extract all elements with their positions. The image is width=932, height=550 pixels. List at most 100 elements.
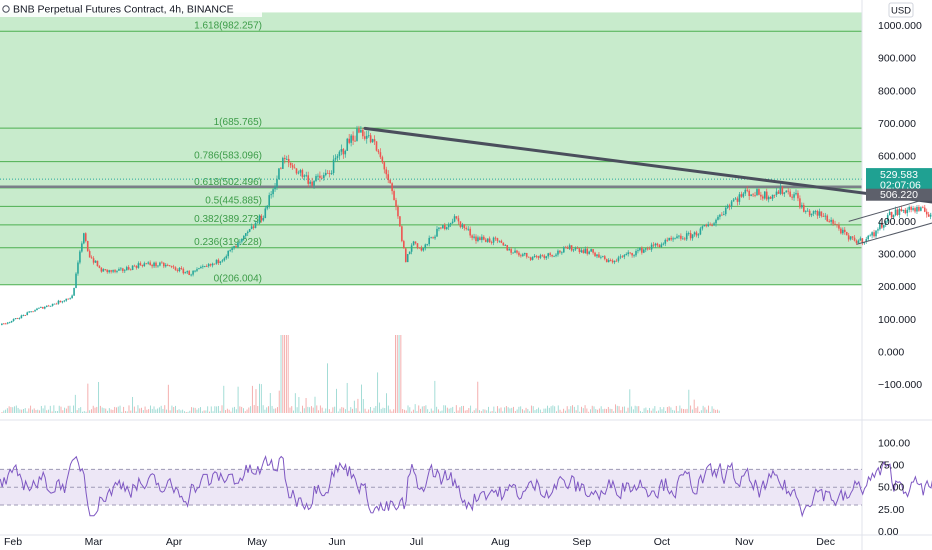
volume-bar	[210, 406, 212, 413]
candle-body	[469, 228, 471, 236]
candle-body	[348, 138, 350, 143]
volume-bar	[302, 405, 303, 413]
fib-level-label: 0.236(319.228)	[194, 237, 262, 248]
candle-body	[842, 229, 844, 234]
volume-bar	[198, 408, 200, 413]
candle-body	[451, 221, 454, 224]
candle-body	[736, 198, 739, 202]
candle-body	[884, 220, 887, 225]
candle-body	[79, 251, 81, 263]
candle-body	[881, 222, 883, 228]
volume-bar	[579, 411, 581, 413]
candle-body	[326, 172, 329, 174]
candle-body	[853, 237, 856, 241]
volume-bar	[572, 405, 574, 413]
candle-body	[73, 287, 75, 296]
candle-body	[57, 300, 60, 304]
candle-body	[385, 169, 388, 175]
volume-series	[1, 335, 720, 413]
volume-bar	[670, 407, 672, 413]
volume-bar	[250, 406, 252, 413]
volume-bar	[518, 406, 520, 413]
candle-body	[697, 234, 700, 236]
fib-level-label: 0.382(389.273)	[194, 214, 262, 225]
volume-bar	[400, 335, 402, 413]
price-axis-tick: −100.000	[878, 379, 922, 391]
candle-body	[43, 306, 46, 309]
candle-body	[241, 238, 243, 242]
volume-bar	[547, 405, 548, 413]
candle-body	[205, 266, 208, 267]
volume-bar	[622, 406, 624, 413]
volume-bar	[414, 404, 416, 413]
volume-bar	[377, 372, 379, 413]
candle-body	[243, 235, 245, 239]
time-axis-tick: Apr	[166, 536, 183, 548]
candle-body	[164, 264, 167, 267]
candle-body	[106, 269, 109, 273]
volume-bar	[693, 399, 695, 413]
volume-bar	[677, 411, 679, 413]
volume-bar	[243, 408, 244, 413]
volume-bar	[479, 410, 481, 413]
candle-body	[424, 244, 427, 249]
candle-body	[350, 135, 352, 143]
candle-body	[851, 236, 854, 238]
volume-bar	[666, 407, 668, 413]
candle-body	[151, 264, 153, 267]
volume-bar	[89, 410, 91, 413]
candle-body	[803, 205, 805, 212]
candle-body	[691, 234, 694, 239]
currency-label: USD	[891, 6, 911, 17]
candle-body	[861, 238, 864, 244]
candle-body	[200, 266, 202, 269]
candle-body	[668, 237, 670, 241]
candle-body	[500, 240, 503, 243]
volume-bar	[203, 410, 205, 413]
candle-body	[582, 250, 585, 254]
volume-bar	[15, 405, 17, 413]
volume-bar	[443, 405, 445, 413]
candle-body	[656, 243, 659, 246]
candle-body	[276, 179, 278, 187]
volume-bar	[209, 411, 210, 413]
candle-body	[461, 224, 464, 228]
volume-bar	[259, 383, 261, 413]
volume-bar	[695, 407, 697, 413]
volume-bar	[421, 406, 423, 413]
candle-body	[572, 249, 575, 251]
price-axis-tick: 300.000	[878, 249, 916, 261]
candle-body	[914, 208, 916, 212]
volume-bar	[706, 409, 708, 413]
candle-body	[588, 251, 590, 254]
candle-body	[42, 307, 44, 309]
candle-body	[730, 201, 733, 207]
candle-body	[328, 173, 331, 175]
candle-body	[483, 236, 485, 240]
candle-body	[360, 129, 362, 133]
candle-body	[358, 128, 360, 133]
volume-bar	[176, 410, 178, 413]
candle-body	[818, 211, 821, 216]
volume-bar	[582, 408, 584, 413]
volume-bar	[450, 407, 452, 413]
candle-body	[196, 269, 198, 271]
candle-body	[693, 232, 696, 235]
volume-bar	[260, 384, 262, 413]
volume-bar	[17, 407, 19, 413]
candle-body	[549, 253, 551, 256]
volume-bar	[389, 409, 391, 413]
volume-bar	[332, 407, 334, 413]
candle-body	[449, 223, 452, 225]
candle-body	[53, 303, 56, 305]
candle-body	[12, 319, 15, 321]
volume-bar	[445, 405, 447, 413]
candle-body	[166, 264, 169, 266]
candle-body	[125, 267, 128, 271]
candle-body	[428, 237, 430, 245]
candle-body	[879, 222, 881, 230]
candle-body	[566, 247, 569, 249]
time-axis-tick: Jun	[329, 536, 346, 548]
candle-body	[6, 322, 9, 324]
candle-body	[225, 256, 228, 259]
